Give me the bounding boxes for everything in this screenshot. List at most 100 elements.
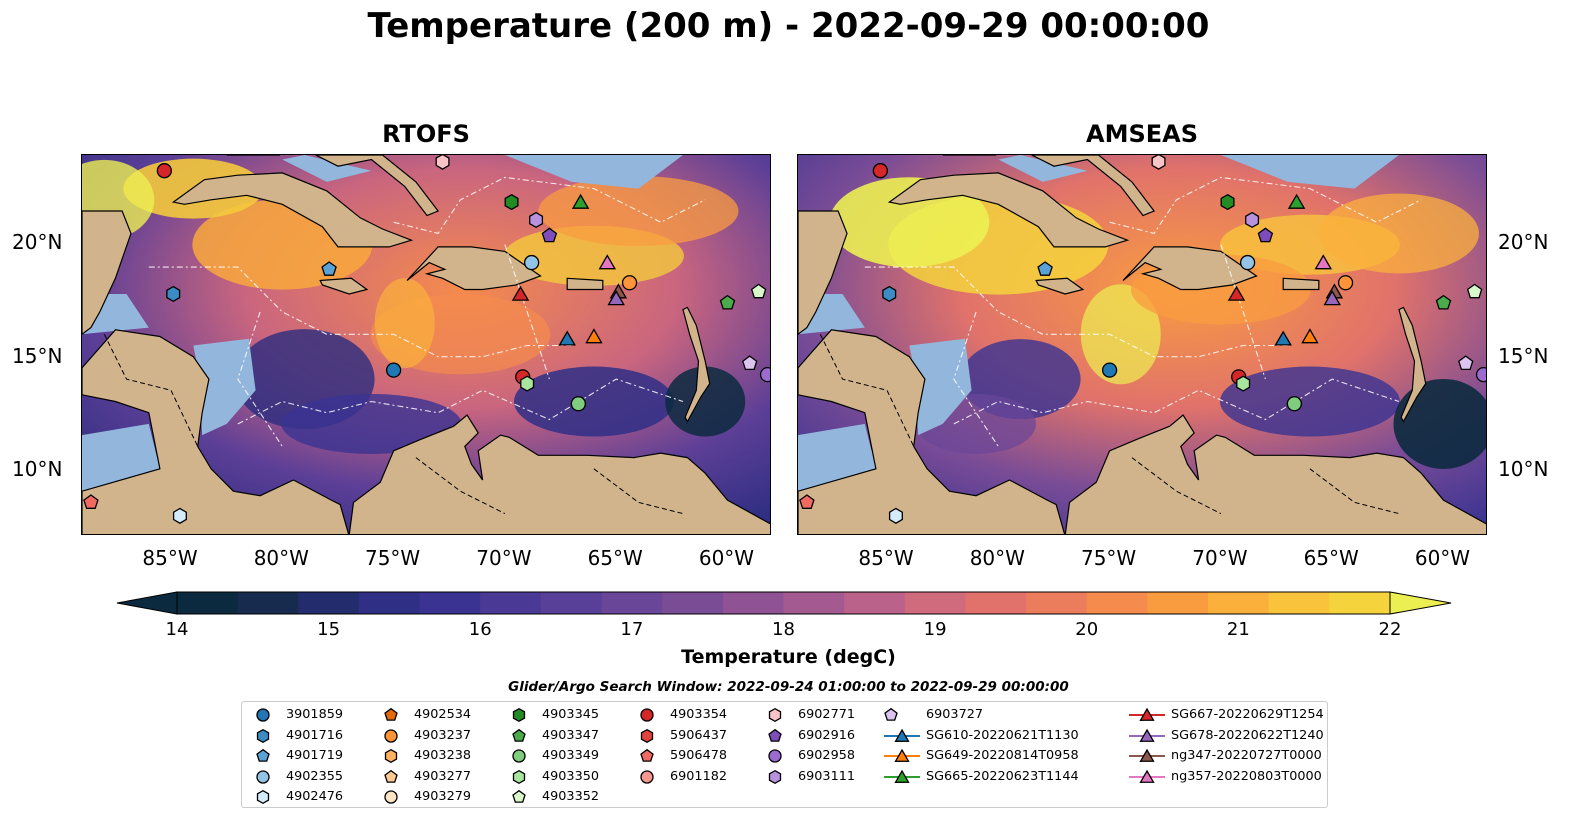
land-lesser (682, 306, 711, 424)
eez-boundary (1109, 176, 1422, 235)
colorbar-segment (237, 592, 299, 614)
marker-4903352 (1466, 283, 1483, 299)
colorbar-tick: 17 (620, 619, 644, 640)
legend-label: SG610-20220621T1130 (926, 727, 1079, 743)
marker-SG665-20220623T1144 (1287, 193, 1306, 209)
marker-4901719 (321, 261, 337, 276)
marker-4902476 (888, 507, 903, 524)
land-cuba (887, 172, 1130, 248)
temperature-blob (513, 366, 674, 437)
legend-label: 4903347 (542, 727, 599, 743)
colorbar-tick: 19 (923, 619, 947, 640)
legend-label: 4902476 (286, 789, 343, 804)
search-window-caption: Glider/Argo Search Window: 2022-09-24 01… (508, 679, 1069, 695)
legend-marker-icon (1129, 728, 1165, 742)
x-tick-amseas-4: 65°W (1303, 546, 1359, 570)
land-puertorico (566, 277, 604, 291)
panel-title-rtofs: RTOFS (382, 120, 470, 148)
marker-4903349 (1286, 396, 1303, 412)
marker-4903350 (1236, 375, 1251, 392)
marker-SG678-20220622T1240 (607, 290, 625, 306)
land-lesser (1398, 306, 1427, 424)
legend-marker-icon (768, 769, 782, 784)
colorbar (116, 591, 1452, 615)
legend-marker-icon (884, 748, 920, 762)
marker-SG667-20220629T1254 (1227, 285, 1246, 301)
country-border (593, 468, 684, 515)
country-border (415, 457, 506, 515)
legend-marker-icon (768, 728, 782, 742)
legend-label: 4901719 (286, 748, 343, 763)
marker-SG610-20220621T1130 (1274, 330, 1292, 346)
temperature-blob (665, 366, 746, 437)
marker-6903111 (1245, 211, 1260, 229)
colorbar-tick: 20 (1075, 619, 1099, 640)
marker-4903352 (750, 283, 767, 299)
y-tick-left-15n: 15°N (12, 344, 63, 368)
land-centralam (798, 329, 1066, 534)
marker-SG678-20220622T1240 (1323, 290, 1341, 306)
eez-boundary (1220, 244, 1266, 380)
colorbar-segment (1268, 592, 1330, 614)
shelf-atlantic_ne (1220, 155, 1399, 189)
land-southam (348, 414, 770, 534)
marker-4903237 (1337, 275, 1354, 291)
colorbar-segment (783, 592, 845, 614)
land-jamaica (319, 277, 369, 295)
legend-marker-icon (1129, 748, 1165, 762)
legend-marker-icon (884, 707, 898, 721)
legend-label: 4902355 (286, 768, 343, 784)
colorbar-segment (1147, 592, 1209, 614)
legend-marker-icon (768, 707, 782, 723)
land-jamaica (1035, 277, 1085, 295)
y-tick-left-20n: 20°N (12, 230, 63, 254)
legend-marker-icon (384, 790, 398, 804)
legend-label: 5906437 (670, 727, 727, 743)
marker-4903345 (504, 193, 519, 211)
marker-SG649-20220814T0958 (1301, 328, 1319, 344)
marker-5906478 (799, 494, 815, 509)
legend-label: 4901716 (286, 727, 343, 743)
colorbar-tick: 22 (1378, 619, 1402, 640)
marker-3901859 (1101, 362, 1118, 378)
colorbar-tick: 14 (165, 619, 189, 640)
legend-marker-icon (256, 728, 270, 743)
map-rtofs (81, 154, 771, 535)
legend-label: 4903277 (414, 768, 471, 784)
marker-6902916 (541, 227, 558, 243)
land-bahamas (1031, 155, 1156, 217)
legend-marker-icon (1129, 769, 1165, 783)
legend: 3901859 4901716 4901719 4902355 4902476 49025… (241, 701, 1328, 808)
marker-ng357-20220803T0000 (598, 254, 617, 270)
marker-4903345 (1220, 193, 1235, 211)
land-centralam (82, 329, 350, 534)
marker-6903111 (529, 211, 544, 229)
colorbar-tick: 21 (1226, 619, 1250, 640)
colorbar-segment (298, 592, 360, 614)
marker-5906478 (83, 494, 99, 509)
legend-marker-icon (884, 728, 920, 742)
shelf-nicaragua (193, 338, 256, 436)
legend-label: SG678-20220622T1240 (1171, 727, 1324, 743)
legend-label: 4903352 (542, 789, 599, 804)
land-yucatan (82, 210, 132, 336)
country-border (1131, 457, 1222, 515)
country-border (103, 334, 199, 447)
legend-marker-icon (384, 707, 398, 721)
colorbar-label: Temperature (degC) (681, 646, 896, 668)
eez-boundary (237, 311, 283, 447)
marker-4903354 (872, 163, 889, 179)
marker-6902958 (1475, 366, 1486, 383)
legend-label: 4903349 (542, 748, 599, 763)
temperature-blob (1393, 378, 1486, 469)
legend-label: 6903727 (926, 707, 983, 722)
marker-4903237 (621, 275, 638, 291)
colorbar-segment (662, 592, 724, 614)
legend-marker-icon (640, 748, 654, 762)
legend-marker-icon (512, 707, 526, 723)
marker-6902771 (435, 155, 450, 170)
x-tick-amseas-0: 85°W (858, 546, 914, 570)
marker-SG667-20220629T1254 (511, 285, 530, 301)
legend-marker-icon (384, 728, 398, 743)
legend-marker-icon (512, 789, 526, 803)
